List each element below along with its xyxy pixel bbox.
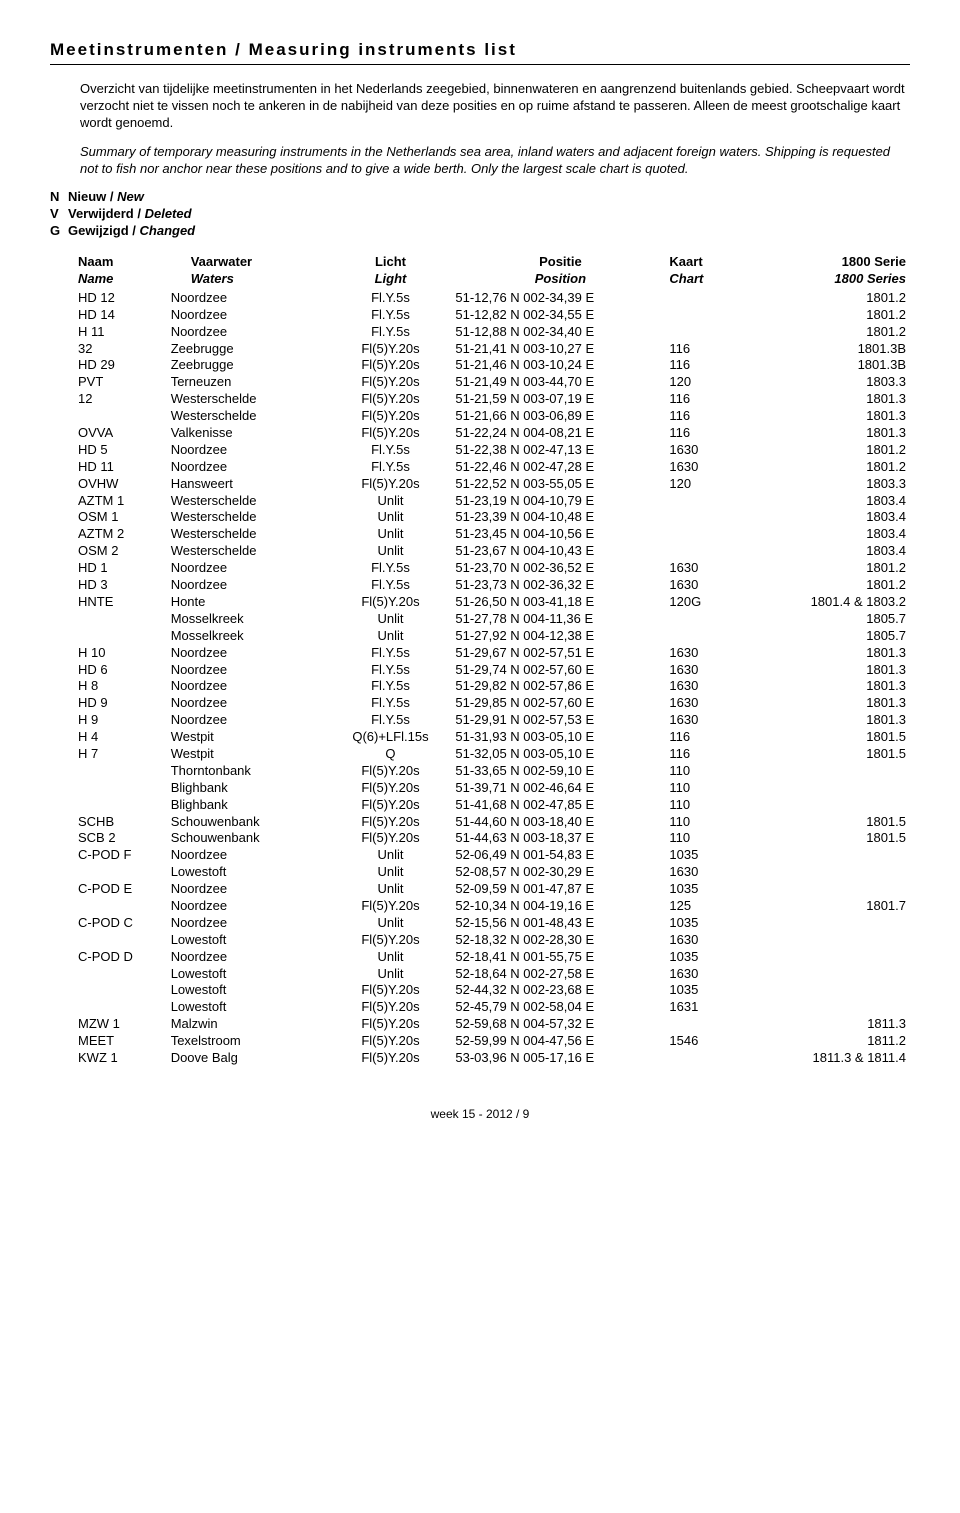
table-row: OVVAValkenisseFl(5)Y.20s51-22,24 N 004-0… [78, 425, 910, 442]
divider [50, 64, 910, 65]
table-row: MosselkreekUnlit51-27,92 N 004-12,38 E18… [78, 628, 910, 645]
table-row: 12WesterscheldeFl(5)Y.20s51-21,59 N 003-… [78, 391, 910, 408]
intro-nl: Overzicht van tijdelijke meetinstrumente… [80, 81, 910, 132]
table-row: HD 6NoordzeeFl.Y.5s51-29,74 N 002-57,60 … [78, 662, 910, 679]
instruments-table: NaamName VaarwaterWaters LichtLight Posi… [78, 254, 910, 1067]
table-row: H 4WestpitQ(6)+LFl.15s51-31,93 N 003-05,… [78, 729, 910, 746]
th-licht: LichtLight [330, 254, 456, 290]
table-row: WesterscheldeFl(5)Y.20s51-21,66 N 003-06… [78, 408, 910, 425]
table-row: KWZ 1Doove BalgFl(5)Y.20s53-03,96 N 005-… [78, 1050, 910, 1067]
legend-block: NNieuw / NewVVerwijderd / DeletedGGewijz… [50, 189, 910, 240]
th-serie: 1800 Serie1800 Series [762, 254, 910, 290]
table-row: HD 1NoordzeeFl.Y.5s51-23,70 N 002-36,52 … [78, 560, 910, 577]
table-row: HD 9NoordzeeFl.Y.5s51-29,85 N 002-57,60 … [78, 695, 910, 712]
table-row: C-POD DNoordzeeUnlit52-18,41 N 001-55,75… [78, 949, 910, 966]
table-row: AZTM 2WesterscheldeUnlit51-23,45 N 004-1… [78, 526, 910, 543]
table-row: HD 29ZeebruggeFl(5)Y.20s51-21,46 N 003-1… [78, 357, 910, 374]
table-row: HD 5NoordzeeFl.Y.5s51-22,38 N 002-47,13 … [78, 442, 910, 459]
table-row: OSM 2WesterscheldeUnlit51-23,67 N 004-10… [78, 543, 910, 560]
table-row: OVHWHansweertFl(5)Y.20s51-22,52 N 003-55… [78, 476, 910, 493]
table-row: HD 14NoordzeeFl.Y.5s51-12,82 N 002-34,55… [78, 307, 910, 324]
table-row: C-POD CNoordzeeUnlit52-15,56 N 001-48,43… [78, 915, 910, 932]
table-row: BlighbankFl(5)Y.20s51-41,68 N 002-47,85 … [78, 797, 910, 814]
table-row: HNTEHonteFl(5)Y.20s51-26,50 N 003-41,18 … [78, 594, 910, 611]
table-row: H 10NoordzeeFl.Y.5s51-29,67 N 002-57,51 … [78, 645, 910, 662]
table-row: HD 11NoordzeeFl.Y.5s51-22,46 N 002-47,28… [78, 459, 910, 476]
table-row: C-POD ENoordzeeUnlit52-09,59 N 001-47,87… [78, 881, 910, 898]
table-row: NoordzeeFl(5)Y.20s52-10,34 N 004-19,16 E… [78, 898, 910, 915]
table-row: MEETTexelstroomFl(5)Y.20s52-59,99 N 004-… [78, 1033, 910, 1050]
legend-row: NNieuw / New [50, 189, 910, 206]
table-row: LowestoftFl(5)Y.20s52-44,32 N 002-23,68 … [78, 982, 910, 999]
legend-row: VVerwijderd / Deleted [50, 206, 910, 223]
table-row: ThorntonbankFl(5)Y.20s51-33,65 N 002-59,… [78, 763, 910, 780]
table-row: C-POD FNoordzeeUnlit52-06,49 N 001-54,83… [78, 847, 910, 864]
table-row: 32ZeebruggeFl(5)Y.20s51-21,41 N 003-10,2… [78, 341, 910, 358]
th-vaar: VaarwaterWaters [171, 254, 330, 290]
table-row: MosselkreekUnlit51-27,78 N 004-11,36 E18… [78, 611, 910, 628]
table-row: LowestoftUnlit52-18,64 N 002-27,58 E1630 [78, 966, 910, 983]
table-row: LowestoftFl(5)Y.20s52-18,32 N 002-28,30 … [78, 932, 910, 949]
table-row: SCHBSchouwenbankFl(5)Y.20s51-44,60 N 003… [78, 814, 910, 831]
intro-en: Summary of temporary measuring instrumen… [80, 144, 910, 178]
page-title: Meetinstrumenten / Measuring instruments… [50, 40, 910, 60]
table-row: AZTM 1WesterscheldeUnlit51-23,19 N 004-1… [78, 493, 910, 510]
table-row: SCB 2SchouwenbankFl(5)Y.20s51-44,63 N 00… [78, 830, 910, 847]
table-row: BlighbankFl(5)Y.20s51-39,71 N 002-46,64 … [78, 780, 910, 797]
table-row: H 11NoordzeeFl.Y.5s51-12,88 N 002-34,40 … [78, 324, 910, 341]
table-row: MZW 1MalzwinFl(5)Y.20s52-59,68 N 004-57,… [78, 1016, 910, 1033]
table-row: PVTTerneuzenFl(5)Y.20s51-21,49 N 003-44,… [78, 374, 910, 391]
table-row: OSM 1WesterscheldeUnlit51-23,39 N 004-10… [78, 509, 910, 526]
legend-row: GGewijzigd / Changed [50, 223, 910, 240]
table-row: HD 12NoordzeeFl.Y.5s51-12,76 N 002-34,39… [78, 290, 910, 307]
table-row: H 9NoordzeeFl.Y.5s51-29,91 N 002-57,53 E… [78, 712, 910, 729]
th-kaart: KaartChart [669, 254, 762, 290]
th-naam: NaamName [78, 254, 171, 290]
table-row: HD 3NoordzeeFl.Y.5s51-23,73 N 002-36,32 … [78, 577, 910, 594]
table-row: LowestoftFl(5)Y.20s52-45,79 N 002-58,04 … [78, 999, 910, 1016]
th-pos: PositiePosition [455, 254, 669, 290]
table-row: LowestoftUnlit52-08,57 N 002-30,29 E1630 [78, 864, 910, 881]
table-row: H 8NoordzeeFl.Y.5s51-29,82 N 002-57,86 E… [78, 678, 910, 695]
footer: week 15 - 2012 / 9 [50, 1107, 910, 1121]
table-row: H 7WestpitQ51-32,05 N 003-05,10 E1161801… [78, 746, 910, 763]
